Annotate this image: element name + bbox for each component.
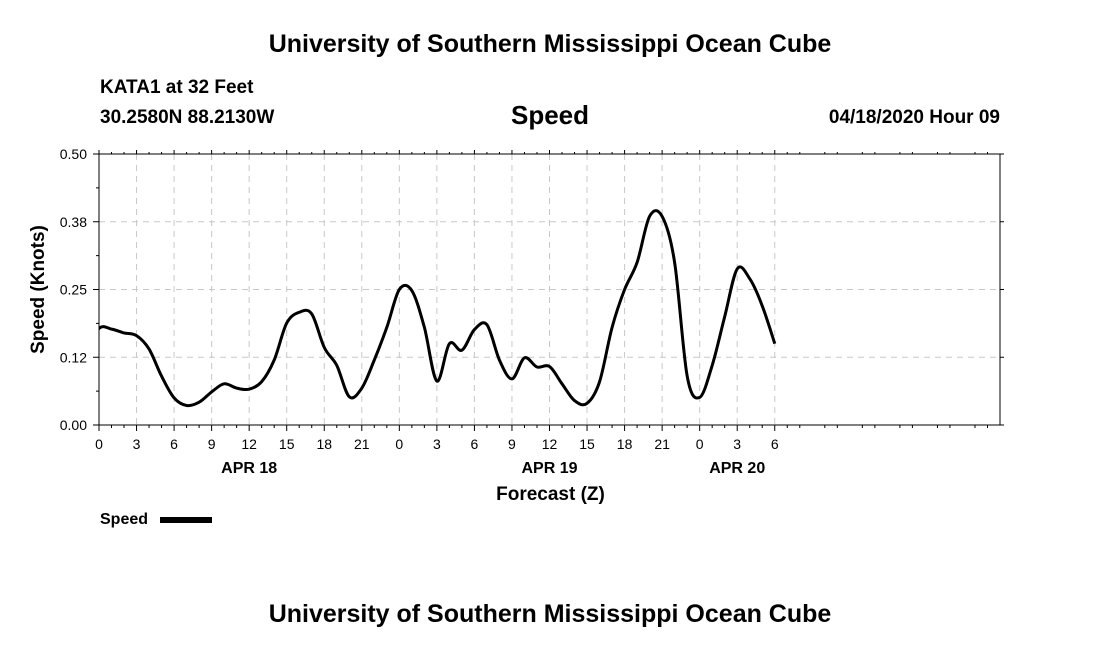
- y-tick-label: 0.00: [60, 417, 87, 433]
- x-tick-label: 0: [696, 436, 704, 452]
- x-tick-label: 0: [395, 436, 403, 452]
- x-tick-label: 0: [95, 436, 103, 452]
- speed-series-line: [99, 209, 777, 408]
- x-tick-label: 6: [170, 436, 178, 452]
- x-axis-title: Forecast (Z): [496, 484, 605, 505]
- datetime-label: 04/18/2020 Hour 09: [828, 107, 1000, 128]
- x-tick-label: 15: [579, 436, 595, 452]
- date-label: APR 20: [709, 460, 765, 477]
- x-tick-label: 18: [617, 436, 633, 452]
- x-tick-label: 6: [771, 436, 779, 452]
- y-axis-title: Speed (Knots): [28, 225, 49, 354]
- x-tick-label: 18: [316, 436, 332, 452]
- location-label: 30.2580N 88.2130W: [100, 107, 275, 128]
- x-tick-label: 3: [433, 436, 441, 452]
- x-tick-label: 3: [133, 436, 141, 452]
- x-tick-label: 12: [542, 436, 558, 452]
- y-tick-label: 0.25: [60, 282, 87, 298]
- date-label: APR 19: [521, 460, 577, 477]
- x-tick-label: 3: [733, 436, 741, 452]
- x-tick-label: 15: [279, 436, 295, 452]
- x-tick-label: 21: [354, 436, 370, 452]
- station-label: KATA1 at 32 Feet: [100, 77, 254, 98]
- date-label: APR 18: [221, 460, 277, 477]
- top-title: University of Southern Mississippi Ocean…: [268, 30, 832, 58]
- y-tick-label: 0.50: [60, 146, 87, 162]
- bottom-title: University of Southern Mississippi Ocean…: [268, 600, 832, 628]
- x-tick-label: 6: [471, 436, 479, 452]
- legend-label: Speed: [100, 511, 148, 528]
- x-tick-label: 21: [654, 436, 670, 452]
- y-tick-label: 0.38: [60, 214, 87, 230]
- x-tick-label: 9: [508, 436, 516, 452]
- variable-title: Speed: [510, 100, 590, 130]
- y-tick-label: 0.12: [60, 349, 87, 365]
- x-tick-label: 9: [208, 436, 216, 452]
- x-tick-label: 12: [241, 436, 257, 452]
